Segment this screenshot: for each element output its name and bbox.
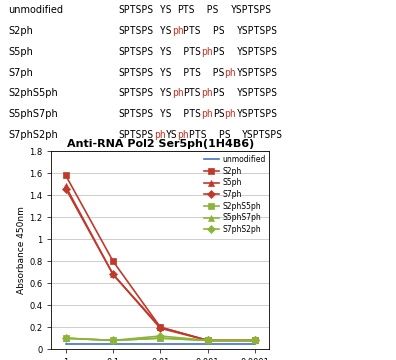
Text: ph: ph <box>201 89 213 99</box>
Text: ph: ph <box>177 130 189 140</box>
Text: YSPTSPS: YSPTSPS <box>236 89 278 99</box>
Text: PS: PS <box>219 130 242 140</box>
Text: YS  PTS: YS PTS <box>154 109 201 119</box>
Text: YSPTSPS: YSPTSPS <box>236 68 278 78</box>
Title: Anti-RNA Pol2 Ser5ph(1H4B6): Anti-RNA Pol2 Ser5ph(1H4B6) <box>67 139 254 149</box>
Text: S2phS5ph: S2phS5ph <box>8 89 58 99</box>
Text: PTS: PTS <box>183 26 213 36</box>
Text: YS  PTS: YS PTS <box>154 47 201 57</box>
Text: YSPTSPS: YSPTSPS <box>236 47 278 57</box>
Text: ph: ph <box>201 109 213 119</box>
Text: S7phS2ph: S7phS2ph <box>8 130 58 140</box>
Text: YS  PTS  PS: YS PTS PS <box>154 68 225 78</box>
Text: S5phS7ph: S5phS7ph <box>8 109 58 119</box>
Text: YSPTSPS: YSPTSPS <box>236 109 278 119</box>
Text: SPTSPS: SPTSPS <box>119 109 154 119</box>
Text: SPTSPS: SPTSPS <box>119 26 154 36</box>
Text: PS: PS <box>213 109 225 119</box>
Text: YSPTSPS: YSPTSPS <box>236 26 278 36</box>
Text: SPTSPS: SPTSPS <box>119 130 154 140</box>
Legend: unmodified, S2ph, S5ph, S7ph, S2phS5ph, S5phS7ph, S7phS2ph: unmodified, S2ph, S5ph, S7ph, S2phS5ph, … <box>202 153 267 235</box>
Text: PTS: PTS <box>183 89 201 99</box>
Y-axis label: Absorbance 450nm: Absorbance 450nm <box>17 206 27 294</box>
Text: ph: ph <box>225 109 236 119</box>
Text: YS: YS <box>154 89 172 99</box>
Text: ph: ph <box>172 26 183 36</box>
Text: PS: PS <box>213 26 236 36</box>
Text: ph: ph <box>201 47 213 57</box>
Text: PS: PS <box>213 47 236 57</box>
Text: SPTSPS: SPTSPS <box>119 47 154 57</box>
Text: SPTSPS: SPTSPS <box>119 89 154 99</box>
Text: PS: PS <box>213 89 236 99</box>
Text: ph: ph <box>154 130 166 140</box>
Text: S5ph: S5ph <box>8 47 33 57</box>
Text: PS: PS <box>195 5 230 15</box>
Text: S2ph: S2ph <box>8 26 33 36</box>
Text: SPTSPS: SPTSPS <box>119 5 154 15</box>
Text: ph: ph <box>172 89 183 99</box>
Text: YS: YS <box>154 5 177 15</box>
Text: PTS: PTS <box>177 5 195 15</box>
Text: S7ph: S7ph <box>8 68 33 78</box>
Text: YS: YS <box>166 130 177 140</box>
Text: PTS: PTS <box>189 130 219 140</box>
Text: unmodified: unmodified <box>8 5 63 15</box>
Text: YS: YS <box>154 26 172 36</box>
Text: YSPTSPS: YSPTSPS <box>242 130 283 140</box>
Text: ph: ph <box>225 68 236 78</box>
Text: YSPTSPS: YSPTSPS <box>230 5 272 15</box>
Text: SPTSPS: SPTSPS <box>119 68 154 78</box>
